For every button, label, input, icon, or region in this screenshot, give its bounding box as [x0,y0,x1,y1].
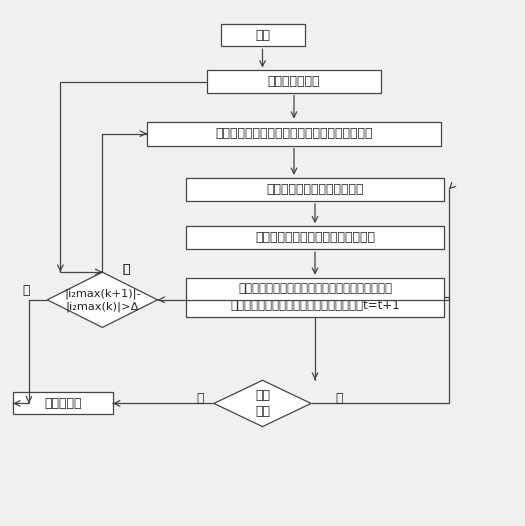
Bar [207,70,381,93]
Bar [13,392,113,414]
Text: 是: 是 [122,263,130,276]
Polygon shape [47,272,158,327]
Polygon shape [214,380,311,427]
Text: 计算每个粒子的适应度函数值: 计算每个粒子的适应度函数值 [266,183,364,196]
Bar [186,226,444,249]
Bar [147,122,441,146]
Text: 否: 否 [23,284,30,297]
Text: 初始化各个参数: 初始化各个参数 [268,75,320,88]
Text: 否: 否 [335,392,343,404]
Text: 找到并更新局部最优值和全局最优值: 找到并更新局部最优值和全局最优值 [255,231,375,244]
Text: 终止
条件: 终止 条件 [255,389,270,418]
Text: 设定粒子最大规模和最小规模，初始化迭代次数: 设定粒子最大规模和最小规模，初始化迭代次数 [215,127,373,140]
Text: 按粒子群总体规模为指数型下降的方式更新粒子群
规模，然后更新每个粒子的速度和位置，令t=t+1: 按粒子群总体规模为指数型下降的方式更新粒子群 规模，然后更新每个粒子的速度和位置… [230,282,400,312]
Text: 是: 是 [122,263,130,276]
Bar [220,24,304,46]
Text: |i₂max(k+1)|-
|i₂max(k)|>Δ: |i₂max(k+1)|- |i₂max(k)|>Δ [64,288,141,311]
Text: 是: 是 [197,392,204,404]
Bar [186,278,444,317]
Text: 开始: 开始 [255,29,270,42]
Bar [186,178,444,201]
Text: 输出频率值: 输出频率值 [44,397,82,410]
